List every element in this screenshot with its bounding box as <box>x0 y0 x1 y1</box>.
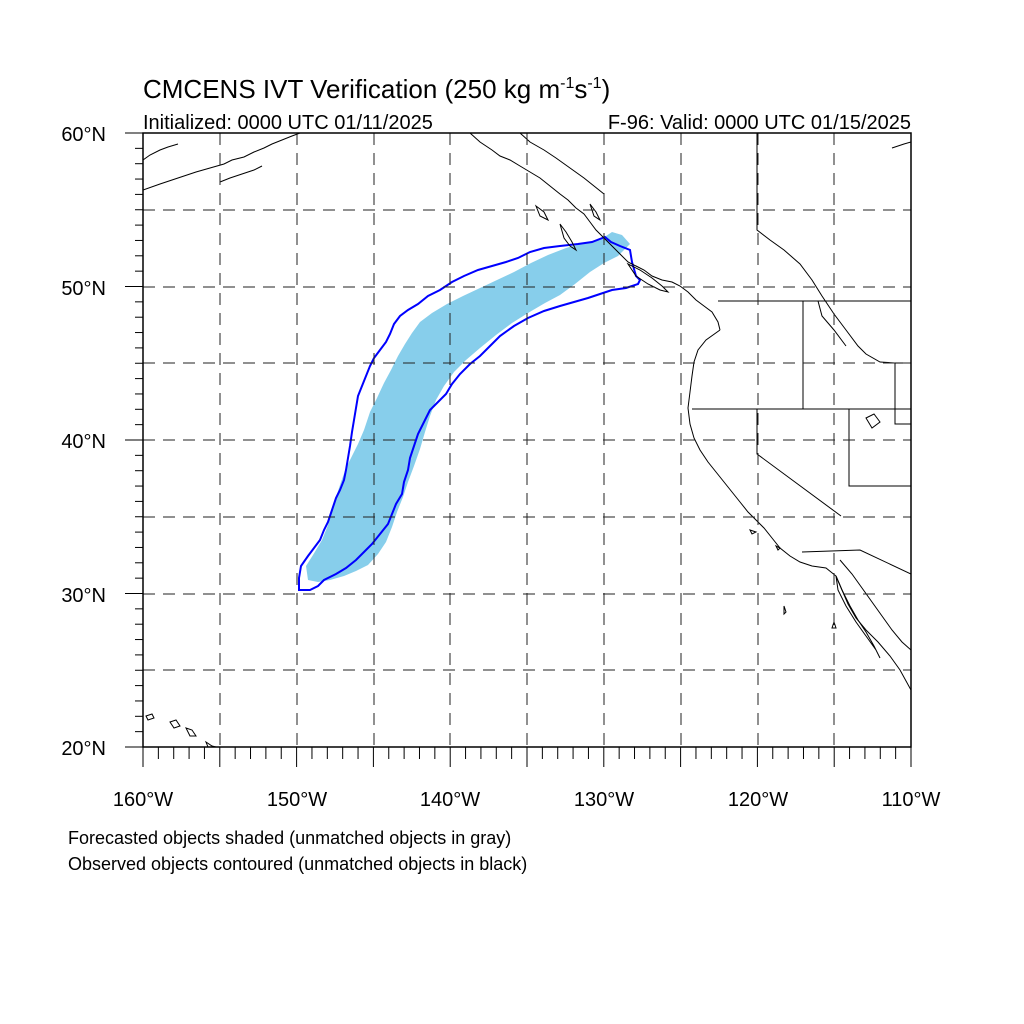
forecast-ivt-object <box>306 232 630 582</box>
gridlines <box>143 133 911 747</box>
initialized-label: Initialized: 0000 UTC 01/11/2025 <box>143 112 433 134</box>
lat-label-60: 60°N <box>61 124 106 146</box>
valid-label: F-96: Valid: 0000 UTC 01/15/2025 <box>608 112 911 134</box>
axis-ticks <box>125 132 912 767</box>
lat-label-40: 40°N <box>61 431 106 453</box>
lon-label-140w: 140°W <box>420 789 480 811</box>
lon-label-150w: 150°W <box>267 789 327 811</box>
coastlines <box>143 133 911 747</box>
lon-label-160w: 160°W <box>113 789 173 811</box>
lat-label-20: 20°N <box>61 738 106 760</box>
lon-label-110w: 110°W <box>882 789 941 811</box>
observed-ivt-object <box>298 235 642 591</box>
lon-labels: 160°W 150°W 140°W 130°W 120°W 110°W <box>113 789 941 811</box>
observed-caption: Observed objects contoured (unmatched ob… <box>68 854 528 874</box>
lat-label-30: 30°N <box>61 585 106 607</box>
forecast-caption: Forecasted objects shaded (unmatched obj… <box>68 828 512 848</box>
lat-labels: 20°N 30°N 40°N 50°N 60°N <box>61 124 106 760</box>
lon-label-130w: 130°W <box>574 789 634 811</box>
lat-label-50: 50°N <box>61 278 106 300</box>
map-title: CMCENS IVT Verification (250 kg m-1s-1) <box>143 74 610 104</box>
lon-label-120w: 120°W <box>728 789 788 811</box>
